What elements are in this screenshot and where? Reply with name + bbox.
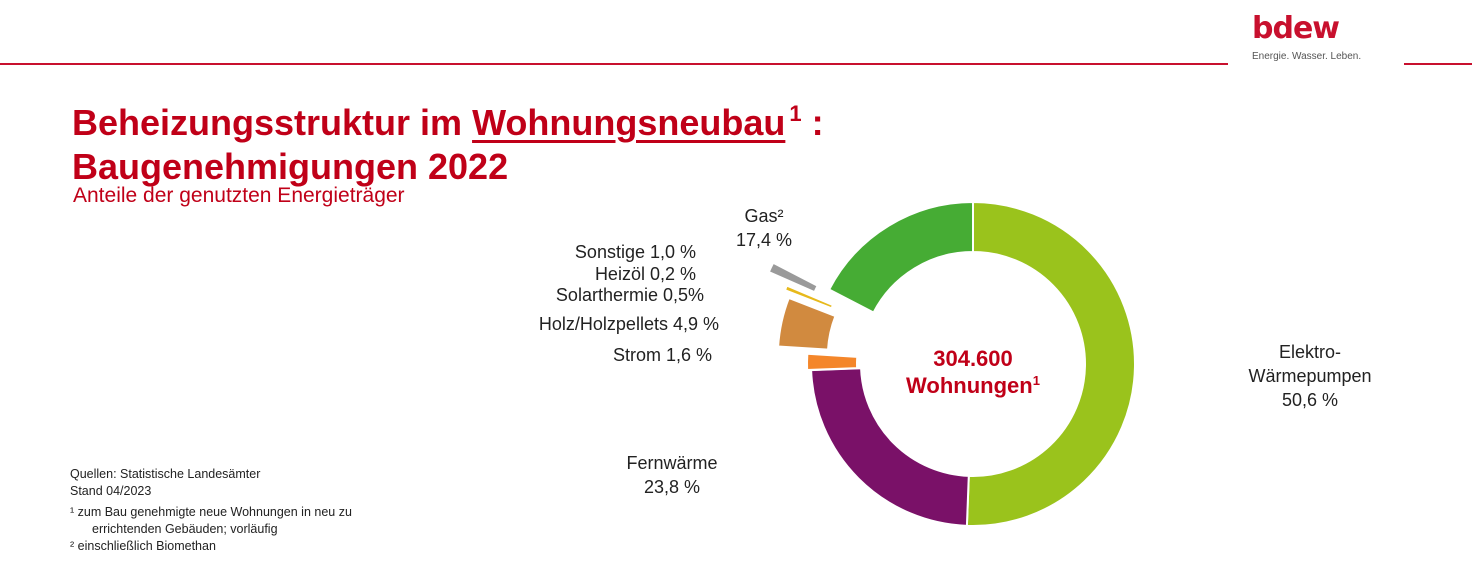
footnote-1-line-2: errichtenden Gebäuden; vorläufig — [92, 522, 278, 536]
logo-wordmark: bdew — [1252, 11, 1340, 46]
footnote-1-line-1: ¹ zum Bau genehmigte neue Wohnungen in n… — [70, 505, 352, 519]
slice-solarthermie — [783, 284, 835, 310]
title-line-1: Beheizungsstruktur im Wohnungsneubau 1 : — [72, 92, 824, 145]
data-label-solarthermie: Solarthermie 0,5% — [556, 285, 704, 305]
footnote-2: ² einschließlich Biomethan — [70, 539, 216, 553]
center-label-unit: Wohnungen1 — [906, 373, 1040, 398]
data-label-gas-line-2: 17,4 % — [736, 230, 792, 250]
title-colon: : — [801, 102, 824, 143]
footnotes: Quellen: Statistische Landesämter Stand … — [70, 466, 352, 555]
title-line-2: Baugenehmigungen 2022 — [72, 146, 509, 187]
logo-tagline: Energie. Wasser. Leben. — [1252, 51, 1362, 62]
data-label-elektro-warmepumpen-line-3: 50,6 % — [1282, 390, 1338, 410]
data-label-elektro-warmepumpen-line-1: Elektro- — [1279, 342, 1341, 362]
data-label-fernwarme-line-1: Fernwärme — [626, 453, 717, 473]
data-label-heizol: Heizöl 0,2 % — [595, 264, 696, 284]
slice-gas — [827, 200, 974, 314]
slice-sonstige — [767, 261, 819, 294]
data-label-gas-line-1: Gas² — [744, 206, 783, 226]
header-rule-left — [0, 63, 1228, 65]
data-label-holz-holzpellets: Holz/Holzpellets 4,9 % — [539, 314, 719, 334]
bdew-logo: bdew Energie. Wasser. Leben. — [1252, 14, 1392, 74]
title-footnote-mark: 1 — [789, 101, 802, 126]
center-label-count: 304.600 — [933, 346, 1013, 371]
slice-strom — [806, 352, 859, 372]
slice-holz-holzpellets — [777, 296, 837, 351]
data-label-elektro-warmepumpen-line-2: Wärmepumpen — [1248, 366, 1371, 386]
data-label-strom: Strom 1,6 % — [613, 345, 712, 365]
slice-elektro-warmepumpen — [965, 200, 1136, 527]
slice-heizol — [773, 275, 823, 301]
data-label-sonstige: Sonstige 1,0 % — [575, 242, 696, 262]
footnote-stand: Stand 04/2023 — [70, 484, 152, 498]
title-text-a: Beheizungsstruktur im — [72, 102, 473, 143]
page-title: Beheizungsstruktur im Wohnungsneubau 1 : … — [72, 92, 824, 189]
title-underlined-word: Wohnungsneubau — [472, 102, 786, 143]
footnote-source: Quellen: Statistische Landesämter — [70, 467, 261, 481]
chart-subtitle: Anteile der genutzten Energieträger — [73, 184, 405, 207]
header-rule-right — [1404, 63, 1472, 65]
data-label-fernwarme-line-2: 23,8 % — [644, 477, 700, 497]
